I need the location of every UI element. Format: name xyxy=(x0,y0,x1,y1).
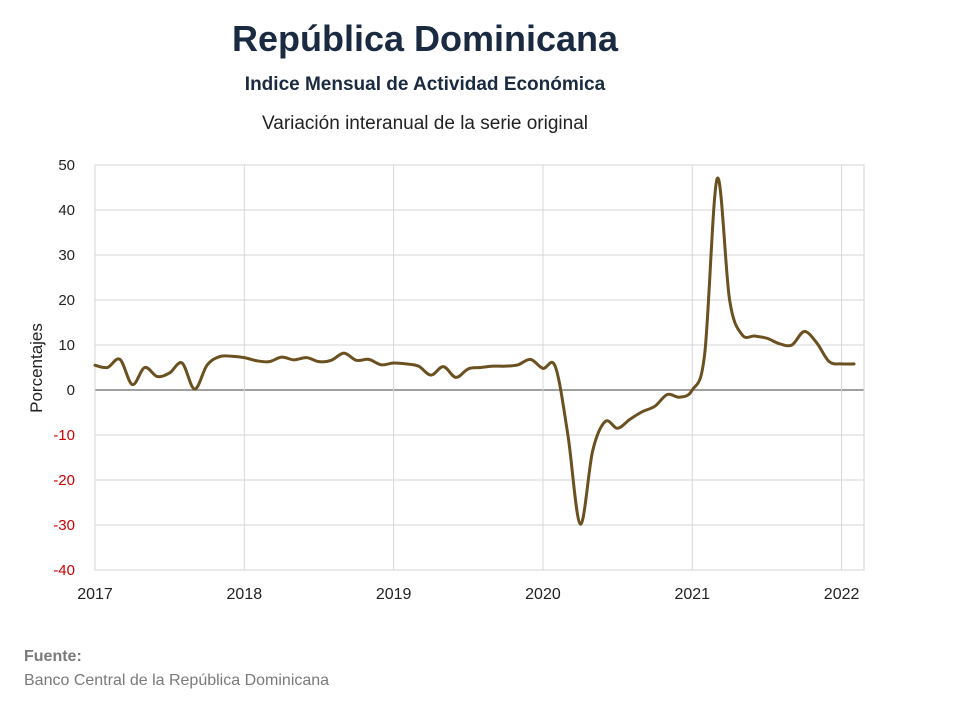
y-tick-label: 30 xyxy=(58,247,75,264)
y-tick-label: 10 xyxy=(58,337,75,354)
chart-subtitle-secondary: Variación interanual de la serie origina… xyxy=(261,113,588,134)
data-point xyxy=(280,356,282,358)
y-tick-label: 40 xyxy=(58,202,75,219)
source-label: Fuente: xyxy=(24,648,82,665)
data-point xyxy=(106,366,108,368)
x-axis-ticks: 2017 2018 2019 2020 2021 2022 xyxy=(77,586,859,603)
data-point xyxy=(181,362,183,364)
x-tick-label: 2021 xyxy=(674,586,710,603)
data-point xyxy=(554,365,556,367)
x-tick-label: 2020 xyxy=(525,586,561,603)
y-tick-label: 50 xyxy=(58,157,75,174)
data-point xyxy=(330,359,332,361)
data-point xyxy=(94,364,96,366)
data-point xyxy=(853,363,855,365)
data-point xyxy=(504,365,506,367)
data-point xyxy=(168,372,170,374)
y-tick-label: 0 xyxy=(67,382,75,399)
plot-border xyxy=(94,164,865,571)
data-point xyxy=(417,365,419,367)
data-point xyxy=(455,376,457,378)
data-point xyxy=(442,365,444,367)
data-point xyxy=(766,337,768,339)
data-point xyxy=(392,362,394,364)
x-tick-label: 2022 xyxy=(824,586,860,603)
data-point xyxy=(840,363,842,365)
y-tick-label: -20 xyxy=(53,472,75,489)
chart-subtitle: Indice Mensual de Actividad Económica xyxy=(244,74,606,95)
source-text: Banco Central de la República Dominicana xyxy=(24,672,330,689)
data-point xyxy=(778,342,780,344)
y-axis-ticks: 50 40 30 20 10 0 -10 -20 -30 -40 xyxy=(53,157,75,579)
data-point xyxy=(703,353,705,355)
data-point xyxy=(629,418,631,420)
data-point xyxy=(529,358,531,360)
data-point xyxy=(828,360,830,362)
x-tick-label: 2018 xyxy=(227,586,263,603)
data-point xyxy=(467,368,469,370)
data-point xyxy=(492,365,494,367)
data-point xyxy=(218,356,220,358)
data-point xyxy=(479,366,481,368)
data-point xyxy=(206,364,208,366)
x-tick-label: 2017 xyxy=(77,586,113,603)
data-point xyxy=(268,360,270,362)
data-point xyxy=(256,360,258,362)
data-point xyxy=(815,342,817,344)
y-tick-label: -40 xyxy=(53,562,75,579)
data-point xyxy=(591,450,593,452)
data-point xyxy=(405,363,407,365)
data-point xyxy=(691,389,693,391)
data-point xyxy=(542,367,544,369)
data-point xyxy=(517,364,519,366)
series-group xyxy=(93,176,856,526)
data-point xyxy=(193,388,195,390)
data-point xyxy=(616,427,618,429)
data-point xyxy=(716,177,718,179)
data-point xyxy=(243,356,245,358)
data-point xyxy=(679,396,681,398)
data-point xyxy=(791,344,793,346)
data-point xyxy=(119,358,121,360)
data-point xyxy=(753,335,755,337)
data-point xyxy=(293,359,295,361)
data-point xyxy=(604,420,606,422)
chart-title: República Dominicana xyxy=(231,18,619,59)
y-tick-label: 20 xyxy=(58,292,75,309)
data-point xyxy=(131,383,133,385)
data-point xyxy=(666,393,668,395)
data-point xyxy=(430,374,432,376)
data-point xyxy=(728,299,730,301)
data-point xyxy=(579,523,581,525)
data-point xyxy=(318,360,320,362)
data-point xyxy=(231,355,233,357)
data-point xyxy=(368,358,370,360)
data-point xyxy=(305,356,307,358)
y-axis-label: Porcentajes xyxy=(27,323,46,413)
y-tick-label: -10 xyxy=(53,427,75,444)
data-point xyxy=(654,405,656,407)
data-point xyxy=(380,364,382,366)
data-point xyxy=(803,330,805,332)
data-point xyxy=(144,366,146,368)
x-tick-label: 2019 xyxy=(376,586,412,603)
y-tick-label: -30 xyxy=(53,517,75,534)
data-point xyxy=(355,359,357,361)
data-point xyxy=(156,375,158,377)
data-point xyxy=(741,333,743,335)
data-point xyxy=(343,352,345,354)
series-line-0 xyxy=(93,176,856,526)
data-point xyxy=(641,410,643,412)
data-point xyxy=(567,434,569,436)
grid-lines xyxy=(94,164,865,571)
